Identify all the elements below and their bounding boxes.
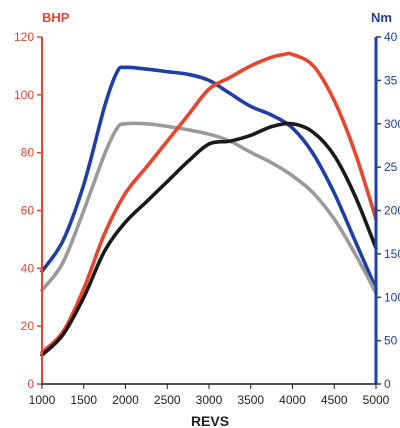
right-tick-label: 0: [384, 377, 391, 391]
series-line-3: [40, 51, 378, 354]
x-tick-label: 5000: [363, 393, 390, 407]
x-tick-label: 4000: [279, 393, 306, 407]
right-tick-label: 300: [384, 117, 400, 131]
right-axis-title: Nm: [371, 10, 392, 25]
left-axis-title: BHP: [42, 10, 70, 25]
right-tick-label: 150: [384, 247, 400, 261]
series-line-1: [40, 65, 378, 291]
series-line-2: [40, 121, 378, 295]
x-tick-label: 4500: [321, 393, 348, 407]
left-tick-label: 40: [21, 261, 35, 275]
left-tick-label: 0: [27, 377, 34, 391]
x-tick-label: 1000: [29, 393, 56, 407]
x-axis-title: REVS: [191, 413, 229, 428]
left-tick-label: 60: [21, 204, 35, 218]
x-tick-label: 2000: [112, 393, 139, 407]
left-tick-label: 120: [14, 30, 34, 44]
left-tick-label: 100: [14, 88, 34, 102]
right-tick-label: 35: [384, 73, 398, 87]
x-tick-label: 3000: [196, 393, 223, 407]
right-tick-label: 25: [384, 160, 398, 174]
right-tick-label: 50: [384, 334, 398, 348]
series-layer: [40, 51, 378, 357]
right-tick-label: 100: [384, 290, 400, 304]
ticks-layer: 0 20 40 60 80 100 120 0 50 100 150 200 25 300 35 40 1000…: [14, 30, 400, 407]
series-line-4: [40, 121, 378, 357]
left-tick-label: 80: [21, 146, 35, 160]
right-tick-label: 40: [384, 30, 398, 44]
left-tick-label: 20: [21, 319, 35, 333]
right-tick-label: 200: [384, 204, 400, 218]
x-tick-label: 1500: [70, 393, 97, 407]
x-tick-label: 3500: [237, 393, 264, 407]
x-tick-label: 2500: [154, 393, 181, 407]
